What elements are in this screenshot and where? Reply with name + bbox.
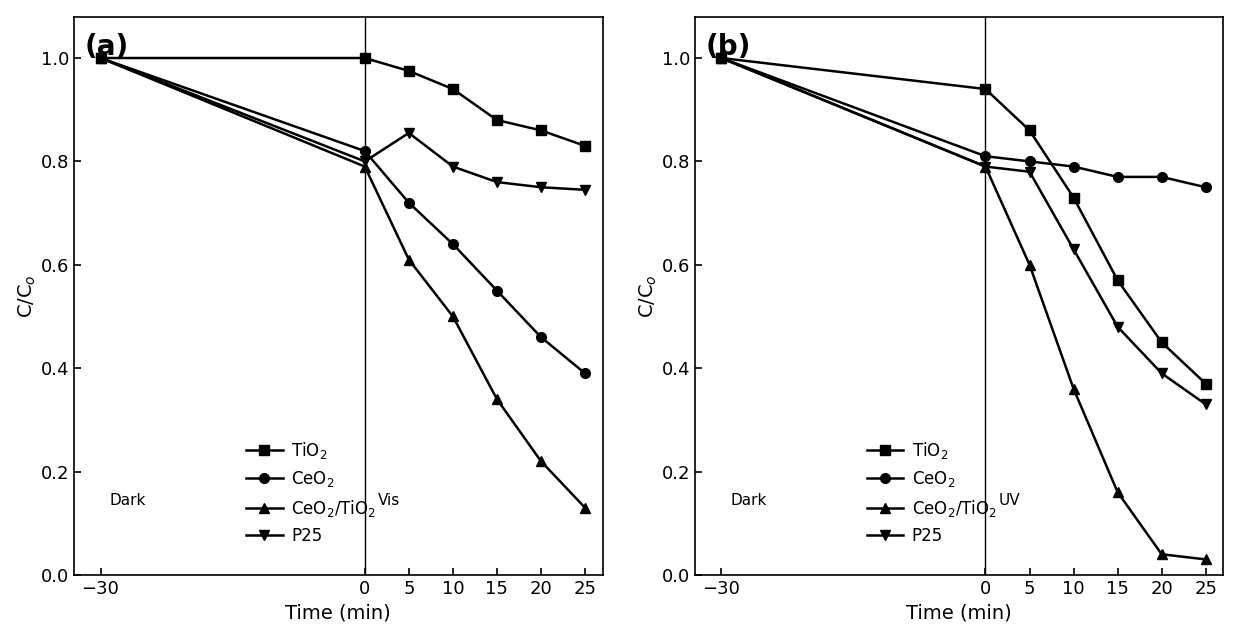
CeO$_2$/TiO$_2$	[445, 312, 460, 320]
CeO$_2$/TiO$_2$	[1110, 488, 1125, 496]
X-axis label: Time (min): Time (min)	[906, 603, 1012, 622]
CeO$_2$/TiO$_2$	[1198, 555, 1213, 563]
TiO$_2$	[1066, 194, 1081, 201]
CeO$_2$/TiO$_2$	[490, 396, 505, 403]
P25	[978, 163, 993, 171]
CeO$_2$/TiO$_2$	[533, 458, 548, 465]
CeO$_2$	[978, 152, 993, 160]
P25	[578, 186, 593, 194]
P25	[1154, 369, 1169, 377]
P25	[402, 129, 417, 137]
CeO$_2$/TiO$_2$	[402, 256, 417, 263]
Line: CeO$_2$/TiO$_2$: CeO$_2$/TiO$_2$	[95, 53, 590, 512]
TiO$_2$	[1022, 127, 1037, 134]
Line: P25: P25	[95, 53, 590, 195]
CeO$_2$/TiO$_2$	[578, 504, 593, 512]
Text: (a): (a)	[84, 33, 129, 61]
TiO$_2$	[490, 116, 505, 124]
Legend: TiO$_2$, CeO$_2$, CeO$_2$/TiO$_2$, P25: TiO$_2$, CeO$_2$, CeO$_2$/TiO$_2$, P25	[862, 435, 1002, 550]
Line: CeO$_2$: CeO$_2$	[95, 53, 590, 378]
Text: Dark: Dark	[730, 493, 766, 508]
TiO$_2$	[1154, 339, 1169, 346]
P25	[1066, 245, 1081, 253]
CeO$_2$/TiO$_2$	[978, 163, 993, 171]
CeO$_2$	[1022, 158, 1037, 166]
Line: CeO$_2$/TiO$_2$: CeO$_2$/TiO$_2$	[717, 53, 1210, 564]
TiO$_2$	[1110, 277, 1125, 284]
X-axis label: Time (min): Time (min)	[285, 603, 392, 622]
P25	[714, 54, 729, 62]
CeO$_2$	[402, 199, 417, 206]
CeO$_2$/TiO$_2$	[714, 54, 729, 62]
CeO$_2$	[714, 54, 729, 62]
CeO$_2$/TiO$_2$	[1154, 550, 1169, 558]
CeO$_2$/TiO$_2$	[1022, 261, 1037, 268]
Line: CeO$_2$: CeO$_2$	[717, 53, 1210, 192]
CeO$_2$/TiO$_2$	[1066, 385, 1081, 393]
Legend: TiO$_2$, CeO$_2$, CeO$_2$/TiO$_2$, P25: TiO$_2$, CeO$_2$, CeO$_2$/TiO$_2$, P25	[241, 435, 381, 550]
Line: P25: P25	[717, 53, 1210, 409]
P25	[357, 158, 372, 166]
Y-axis label: C/C$_o$: C/C$_o$	[16, 274, 38, 318]
CeO$_2$	[533, 334, 548, 341]
Line: TiO$_2$: TiO$_2$	[717, 53, 1210, 389]
TiO$_2$	[357, 54, 372, 62]
TiO$_2$	[1198, 380, 1213, 387]
CeO$_2$	[445, 240, 460, 248]
TiO$_2$	[978, 85, 993, 93]
CeO$_2$	[1066, 163, 1081, 171]
TiO$_2$	[445, 85, 460, 93]
TiO$_2$	[533, 127, 548, 134]
Text: (b): (b)	[706, 33, 750, 61]
CeO$_2$	[93, 54, 108, 62]
CeO$_2$/TiO$_2$	[357, 163, 372, 171]
CeO$_2$	[1110, 173, 1125, 181]
P25	[1198, 401, 1213, 408]
CeO$_2$	[357, 147, 372, 155]
P25	[490, 178, 505, 186]
CeO$_2$	[490, 287, 505, 295]
P25	[1110, 323, 1125, 330]
TiO$_2$	[402, 67, 417, 75]
TiO$_2$	[93, 54, 108, 62]
Text: UV: UV	[998, 493, 1021, 508]
P25	[1022, 168, 1037, 176]
Text: Dark: Dark	[109, 493, 146, 508]
P25	[533, 183, 548, 191]
CeO$_2$	[1154, 173, 1169, 181]
CeO$_2$	[578, 369, 593, 377]
Line: TiO$_2$: TiO$_2$	[95, 53, 590, 151]
Text: Vis: Vis	[378, 493, 401, 508]
TiO$_2$	[578, 142, 593, 150]
CeO$_2$/TiO$_2$	[93, 54, 108, 62]
TiO$_2$	[714, 54, 729, 62]
Y-axis label: C/C$_o$: C/C$_o$	[637, 274, 658, 318]
CeO$_2$	[1198, 183, 1213, 191]
P25	[93, 54, 108, 62]
P25	[445, 163, 460, 171]
